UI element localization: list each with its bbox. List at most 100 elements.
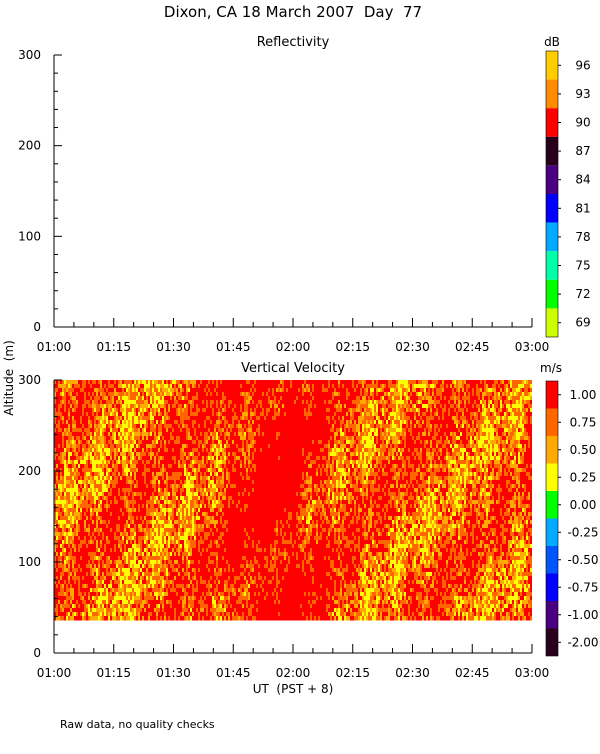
velocity-cell bbox=[100, 528, 102, 533]
velocity-cell bbox=[196, 408, 198, 413]
velocity-cell bbox=[198, 584, 200, 589]
velocity-cell bbox=[72, 612, 74, 617]
velocity-cell bbox=[82, 408, 84, 413]
velocity-cell bbox=[186, 460, 188, 465]
velocity-cell bbox=[148, 572, 150, 577]
velocity-cell bbox=[118, 440, 120, 445]
velocity-cell bbox=[56, 508, 58, 513]
velocity-cell bbox=[176, 476, 178, 481]
velocity-cell bbox=[208, 504, 210, 509]
velocity-cell bbox=[192, 472, 194, 477]
velocity-cell bbox=[198, 580, 200, 585]
velocity-cell bbox=[110, 576, 112, 581]
velocity-cell bbox=[154, 564, 156, 569]
velocity-cell bbox=[154, 556, 156, 561]
velocity-cell bbox=[124, 452, 126, 457]
velocity-cell bbox=[58, 484, 60, 489]
velocity-cell bbox=[210, 600, 212, 605]
velocity-cell bbox=[146, 504, 148, 509]
velocity-cell bbox=[138, 420, 140, 425]
velocity-cell bbox=[98, 468, 100, 473]
velocity-cell bbox=[76, 484, 78, 489]
velocity-cell bbox=[170, 464, 172, 469]
velocity-cell bbox=[148, 404, 150, 409]
velocity-cell bbox=[214, 520, 216, 525]
velocity-cell bbox=[186, 484, 188, 489]
velocity-cell bbox=[104, 568, 106, 573]
velocity-cell bbox=[170, 400, 172, 405]
velocity-cell bbox=[64, 612, 66, 617]
velocity-cell bbox=[66, 380, 68, 385]
velocity-cell bbox=[206, 576, 208, 581]
velocity-cell bbox=[170, 520, 172, 525]
velocity-cell bbox=[86, 556, 88, 561]
velocity-cell bbox=[68, 572, 70, 577]
velocity-cell bbox=[120, 400, 122, 405]
velocity-cell bbox=[166, 616, 168, 621]
velocity-cell bbox=[188, 504, 190, 509]
velocity-cell bbox=[160, 484, 162, 489]
velocity-cell bbox=[200, 536, 202, 541]
velocity-cell bbox=[190, 572, 192, 577]
velocity-cell bbox=[112, 532, 114, 537]
velocity-cell bbox=[190, 404, 192, 409]
velocity-cell bbox=[94, 448, 96, 453]
velocity-cell bbox=[112, 496, 114, 501]
velocity-cell bbox=[182, 408, 184, 413]
velocity-cell bbox=[162, 548, 164, 553]
velocity-cell bbox=[86, 412, 88, 417]
velocity-cell bbox=[98, 580, 100, 585]
velocity-cell bbox=[170, 436, 172, 441]
velocity-cell bbox=[116, 592, 118, 597]
velocity-cell bbox=[112, 552, 114, 557]
velocity-cell bbox=[64, 384, 66, 389]
velocity-cell bbox=[152, 500, 154, 505]
velocity-cell bbox=[182, 576, 184, 581]
colorbar-swatch bbox=[546, 251, 558, 280]
velocity-cell bbox=[168, 456, 170, 461]
velocity-cell bbox=[92, 380, 94, 385]
velocity-cell bbox=[114, 476, 116, 481]
velocity-cell bbox=[182, 548, 184, 553]
velocity-cell bbox=[110, 428, 112, 433]
velocity-cell bbox=[122, 588, 124, 593]
velocity-cell bbox=[92, 460, 94, 465]
velocity-cell bbox=[138, 464, 140, 469]
velocity-cell bbox=[96, 436, 98, 441]
velocity-cell bbox=[80, 416, 82, 421]
velocity-cell bbox=[144, 456, 146, 461]
velocity-cell bbox=[202, 488, 204, 493]
velocity-cell bbox=[190, 568, 192, 573]
velocity-cell bbox=[104, 596, 106, 601]
velocity-cell bbox=[128, 612, 130, 617]
velocity-cell bbox=[208, 384, 210, 389]
velocity-cell bbox=[64, 592, 66, 597]
velocity-cell bbox=[214, 480, 216, 485]
velocity-cell bbox=[84, 504, 86, 509]
velocity-cell bbox=[120, 408, 122, 413]
velocity-cell bbox=[152, 536, 154, 541]
velocity-cell bbox=[204, 568, 206, 573]
velocity-cell bbox=[178, 536, 180, 541]
velocity-cell bbox=[190, 408, 192, 413]
velocity-cell bbox=[86, 592, 88, 597]
velocity-cell bbox=[172, 392, 174, 397]
velocity-cell bbox=[66, 424, 68, 429]
velocity-cell bbox=[126, 560, 128, 565]
velocity-cell bbox=[128, 396, 130, 401]
velocity-cell bbox=[212, 464, 214, 469]
velocity-cell bbox=[216, 516, 218, 521]
velocity-cell bbox=[72, 516, 74, 521]
velocity-cell bbox=[146, 608, 148, 613]
velocity-cell bbox=[194, 596, 196, 601]
velocity-cell bbox=[88, 460, 90, 465]
velocity-cell bbox=[180, 572, 182, 577]
velocity-cell bbox=[66, 488, 68, 493]
velocity-cell bbox=[176, 456, 178, 461]
velocity-cell bbox=[116, 532, 118, 537]
velocity-cell bbox=[84, 488, 86, 493]
velocity-cell bbox=[82, 568, 84, 573]
velocity-cell bbox=[144, 480, 146, 485]
velocity-cell bbox=[174, 596, 176, 601]
velocity-cell bbox=[58, 616, 60, 621]
